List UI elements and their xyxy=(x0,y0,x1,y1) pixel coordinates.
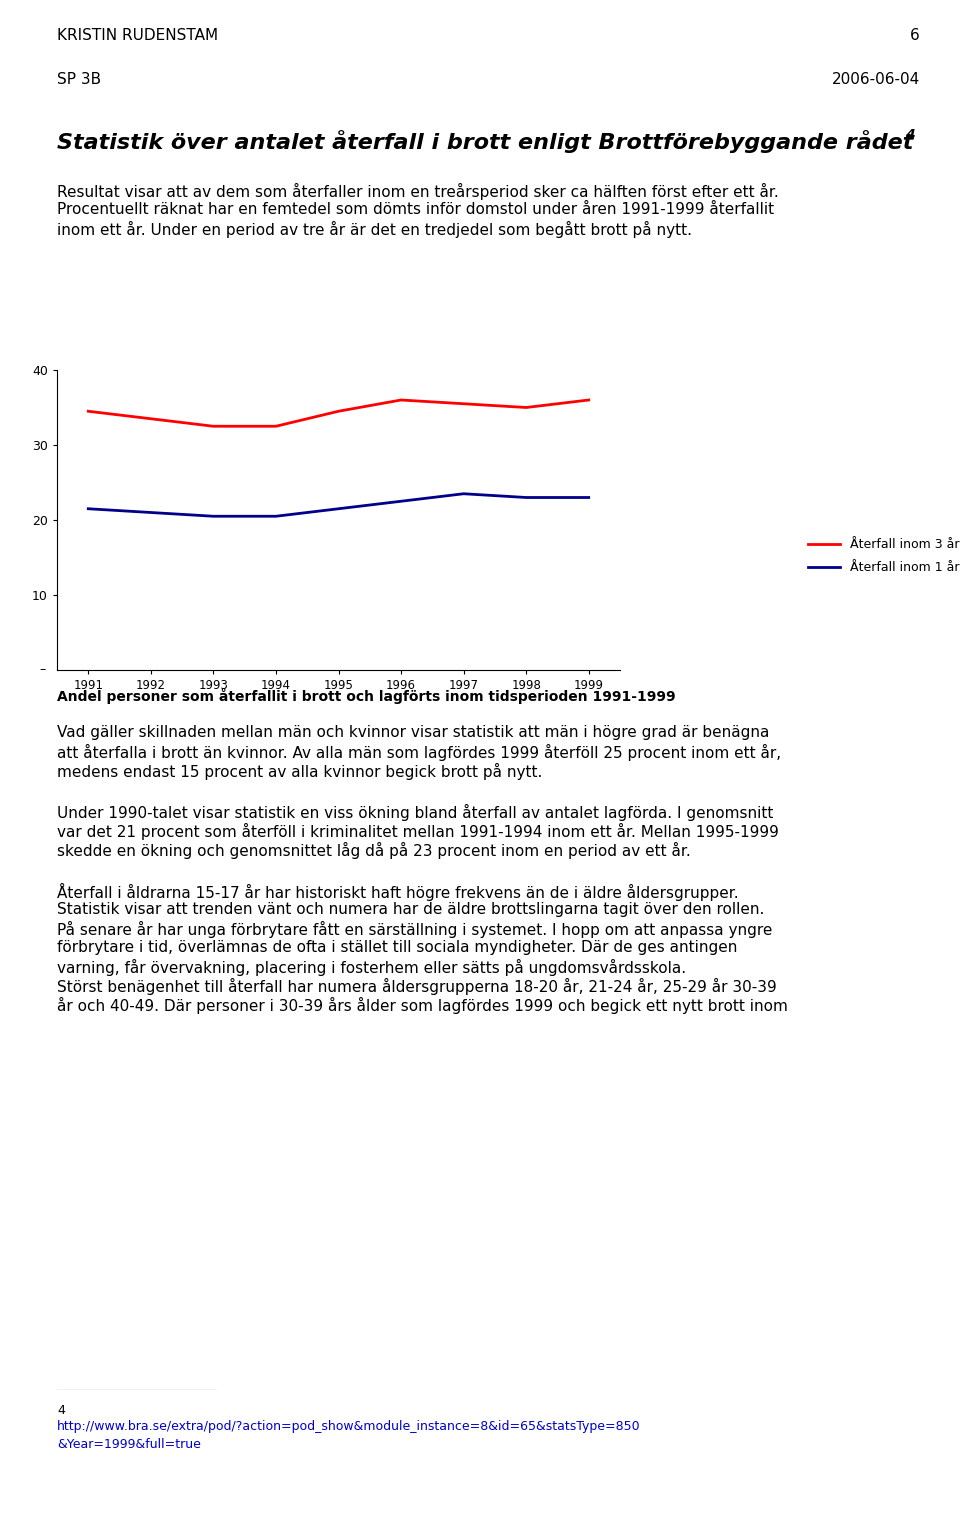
Text: Återfall i åldrarna 15-17 år har historiskt haft högre frekvens än de i äldre ål: Återfall i åldrarna 15-17 år har histori… xyxy=(57,883,738,901)
Text: skedde en ökning och genomsnittet låg då på 23 procent inom en period av ett år.: skedde en ökning och genomsnittet låg då… xyxy=(57,841,691,860)
Text: Störst benägenhet till återfall har numera åldersgrupperna 18-20 år, 21-24 år, 2: Störst benägenhet till återfall har nume… xyxy=(57,977,777,996)
Text: att återfalla i brott än kvinnor. Av alla män som lagfördes 1999 återföll 25 pro: att återfalla i brott än kvinnor. Av all… xyxy=(57,744,781,760)
Text: –: – xyxy=(39,664,46,676)
Text: Vad gäller skillnaden mellan män och kvinnor visar statistik att män i högre gra: Vad gäller skillnaden mellan män och kvi… xyxy=(57,725,769,741)
Text: Resultat visar att av dem som återfaller inom en treårsperiod sker ca hälften fö: Resultat visar att av dem som återfaller… xyxy=(57,183,779,200)
Text: Statistik över antalet återfall i brott enligt Brottförebyggande rådet: Statistik över antalet återfall i brott … xyxy=(57,130,913,153)
Text: Andel personer som återfallit i brott och lagförts inom tidsperioden 1991-1999: Andel personer som återfallit i brott oc… xyxy=(57,689,676,704)
Text: Under 1990-talet visar statistik en viss ökning bland återfall av antalet lagför: Under 1990-talet visar statistik en viss… xyxy=(57,805,774,822)
Text: På senare år har unga förbrytare fått en särställning i systemet. I hopp om att : På senare år har unga förbrytare fått en… xyxy=(57,921,773,938)
Text: 2006-06-04: 2006-06-04 xyxy=(831,72,920,87)
Text: inom ett år. Under en period av tre år är det en tredjedel som begått brott på n: inom ett år. Under en period av tre år ä… xyxy=(57,221,692,238)
Text: varning, får övervakning, placering i fosterhem eller sätts på ungdomsvårdsskola: varning, får övervakning, placering i fo… xyxy=(57,959,686,976)
Text: Procentuellt räknat har en femtedel som dömts inför domstol under åren 1991-1999: Procentuellt räknat har en femtedel som … xyxy=(57,202,774,217)
Text: var det 21 procent som återföll i kriminalitet mellan 1991-1994 inom ett år. Mel: var det 21 procent som återföll i krimin… xyxy=(57,823,779,840)
Text: 4: 4 xyxy=(905,128,915,142)
Text: 6: 6 xyxy=(910,27,920,43)
Text: förbrytare i tid, överlämnas de ofta i stället till sociala myndigheter. Där de : förbrytare i tid, överlämnas de ofta i s… xyxy=(57,941,737,954)
Text: år och 40-49. Där personer i 30-39 års ålder som lagfördes 1999 och begick ett n: år och 40-49. Där personer i 30-39 års å… xyxy=(57,997,788,1014)
Text: &Year=1999&full=true: &Year=1999&full=true xyxy=(57,1438,201,1451)
Legend: Återfall inom 3 år, Återfall inom 1 år: Återfall inom 3 år, Återfall inom 1 år xyxy=(804,534,960,577)
Text: SP 3B: SP 3B xyxy=(57,72,101,87)
Text: 4: 4 xyxy=(57,1403,65,1417)
Text: http://www.bra.se/extra/pod/?action=pod_show&module_instance=8&id=65&statsType=8: http://www.bra.se/extra/pod/?action=pod_… xyxy=(57,1420,640,1432)
Text: medens endast 15 procent av alla kvinnor begick brott på nytt.: medens endast 15 procent av alla kvinnor… xyxy=(57,764,542,780)
Text: Statistik visar att trenden vänt och numera har de äldre brottslingarna tagit öv: Statistik visar att trenden vänt och num… xyxy=(57,902,764,918)
Text: KRISTIN RUDENSTAM: KRISTIN RUDENSTAM xyxy=(57,27,218,43)
